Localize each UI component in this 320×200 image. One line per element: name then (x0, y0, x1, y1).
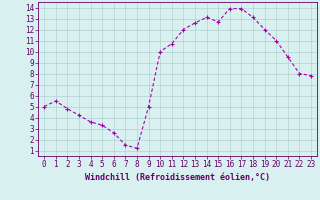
X-axis label: Windchill (Refroidissement éolien,°C): Windchill (Refroidissement éolien,°C) (85, 173, 270, 182)
